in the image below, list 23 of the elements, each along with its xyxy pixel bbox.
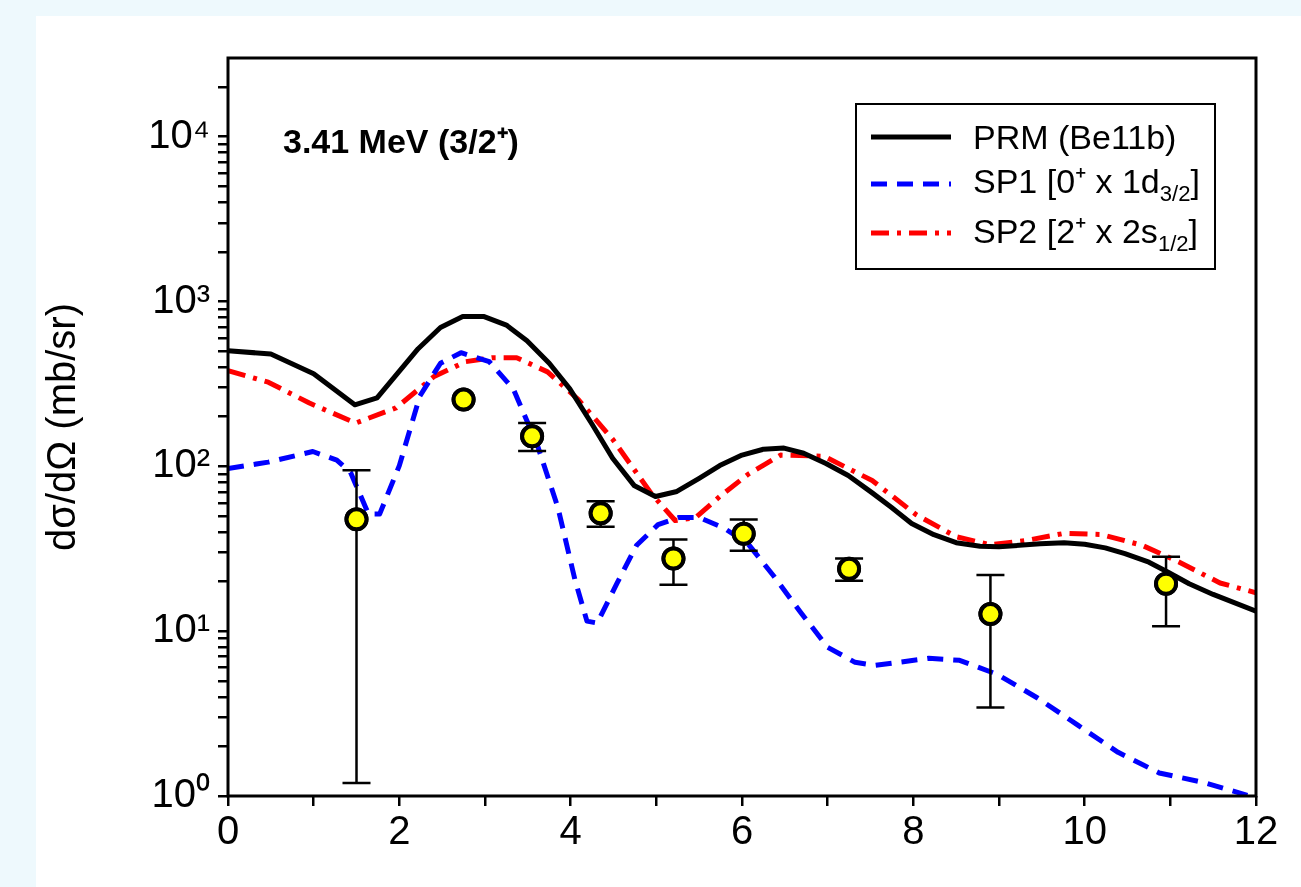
y-tick-label: 10⁴: [148, 111, 210, 156]
point: [451, 387, 476, 412]
x-tick-label: 4: [559, 808, 582, 853]
legend-label: SP2 [2⁺ x 2s$_{1/2}$]: [973, 210, 1199, 258]
x-tick-label: 8: [902, 808, 925, 853]
point: [661, 546, 686, 571]
legend-label: SP1 [0⁺ x 1d$_{3/2}$]: [973, 161, 1200, 208]
point: [344, 507, 369, 532]
x-tick-label: 2: [388, 808, 411, 853]
y-tick-label: 10⁰: [151, 771, 210, 816]
y-tick-label: 10²: [152, 441, 210, 486]
y-axis-title: dσ/dΩ (mb/sr): [39, 303, 84, 551]
x-tick-label: 12: [1233, 808, 1279, 853]
point: [1154, 571, 1179, 596]
point: [978, 602, 1003, 627]
text: 3.41 MeV (3/2⁺): [283, 122, 519, 160]
y-tick-label: 10³: [152, 276, 210, 321]
point: [731, 521, 756, 546]
legend-label: PRM (Be11b): [973, 117, 1177, 158]
x-tick-label: 10: [1062, 808, 1107, 853]
x-tick-label: 0: [216, 808, 240, 853]
x-tick-label: 6: [730, 808, 754, 853]
y-tick-label: 10¹: [152, 606, 210, 651]
